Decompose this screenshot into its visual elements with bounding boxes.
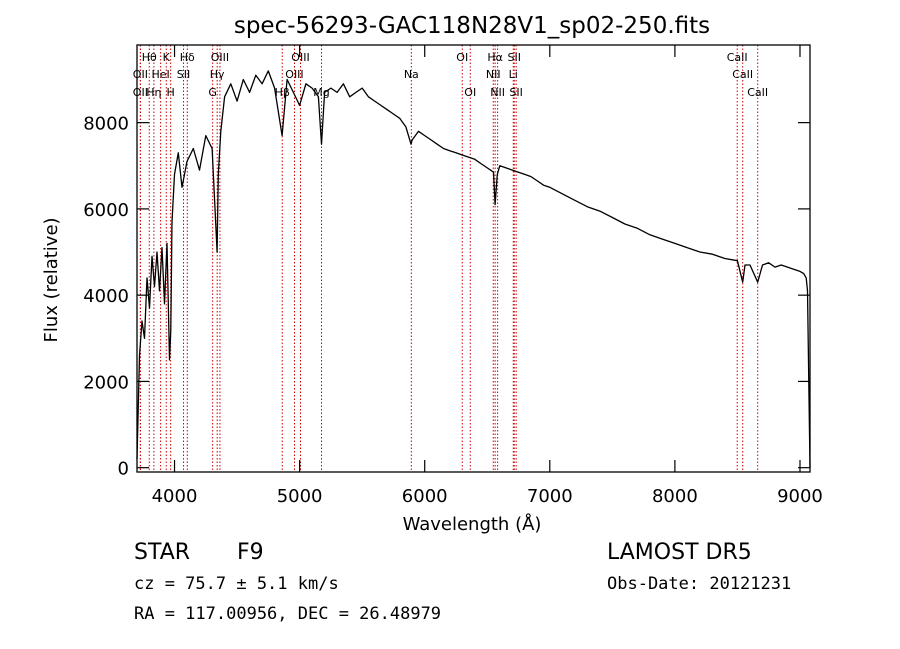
x-axis-label: Wavelength (Å) [403, 513, 542, 535]
x-tick-label: 5000 [277, 486, 323, 507]
axis-ticks: 4000 5000 6000 7000 8000 9000 0 2000 4000 6000 800… [83, 45, 823, 507]
y-tick-label: 0 [118, 459, 129, 480]
line-label: Hα [487, 51, 503, 64]
line-label: Hβ [275, 86, 290, 99]
line-label: Hγ [210, 68, 225, 81]
line-label: SII [508, 51, 521, 64]
line-label: CaII [727, 51, 748, 64]
line-label: CaII [747, 86, 768, 99]
y-axis-label: Flux (relative) [41, 217, 62, 342]
survey-name: LAMOST DR5 [607, 540, 752, 565]
line-label: G [208, 86, 217, 99]
line-markers [139, 45, 759, 472]
x-tick-label: 4000 [152, 486, 198, 507]
line-label: K [163, 51, 171, 64]
x-tick-label: 6000 [402, 486, 448, 507]
y-tick-label: 8000 [83, 114, 129, 135]
redshift-velocity: cz = 75.7 ± 5.1 km/s [134, 574, 339, 594]
object-class: STAR [134, 540, 191, 565]
line-label: Hθ [142, 51, 157, 64]
line-label: H [167, 86, 175, 99]
line-label: SII [509, 86, 522, 99]
line-label: OII [133, 86, 148, 99]
line-label: Mg [313, 86, 329, 99]
y-tick-label: 6000 [83, 200, 129, 221]
line-label: OI [464, 86, 476, 99]
line-label: OIII [291, 51, 309, 64]
x-tick-label: 8000 [652, 486, 698, 507]
y-tick-label: 4000 [83, 286, 129, 307]
line-label: Hη [146, 86, 161, 99]
line-label: NII [490, 86, 505, 99]
spectrum-line [136, 70, 811, 468]
object-subclass: F9 [237, 540, 264, 565]
line-label: Li [509, 68, 518, 81]
chart-title: spec-56293-GAC118N28V1_sp02-250.fits [234, 13, 710, 39]
plot-frame [136, 44, 811, 473]
observation-date: Obs-Date: 20121231 [607, 574, 792, 594]
y-tick-label: 2000 [83, 372, 129, 393]
line-label: HeI [151, 68, 169, 81]
line-labels: Hθ OII OII K HeI Hη H Hδ SII OIII Hγ G Hβ OIII OIII Mg N… [133, 51, 768, 99]
x-tick-label: 7000 [527, 486, 573, 507]
line-label: Na [404, 68, 419, 81]
line-label: NII [486, 68, 501, 81]
coordinates: RA = 117.00956, DEC = 26.48979 [134, 604, 442, 624]
line-label: OIII [285, 68, 303, 81]
line-label: OII [133, 68, 148, 81]
x-tick-label: 9000 [777, 486, 823, 507]
line-label: Hδ [180, 51, 195, 64]
line-label: OIII [211, 51, 229, 64]
line-label: OI [456, 51, 468, 64]
line-label: SII [177, 68, 190, 81]
line-label: CaII [732, 68, 753, 81]
